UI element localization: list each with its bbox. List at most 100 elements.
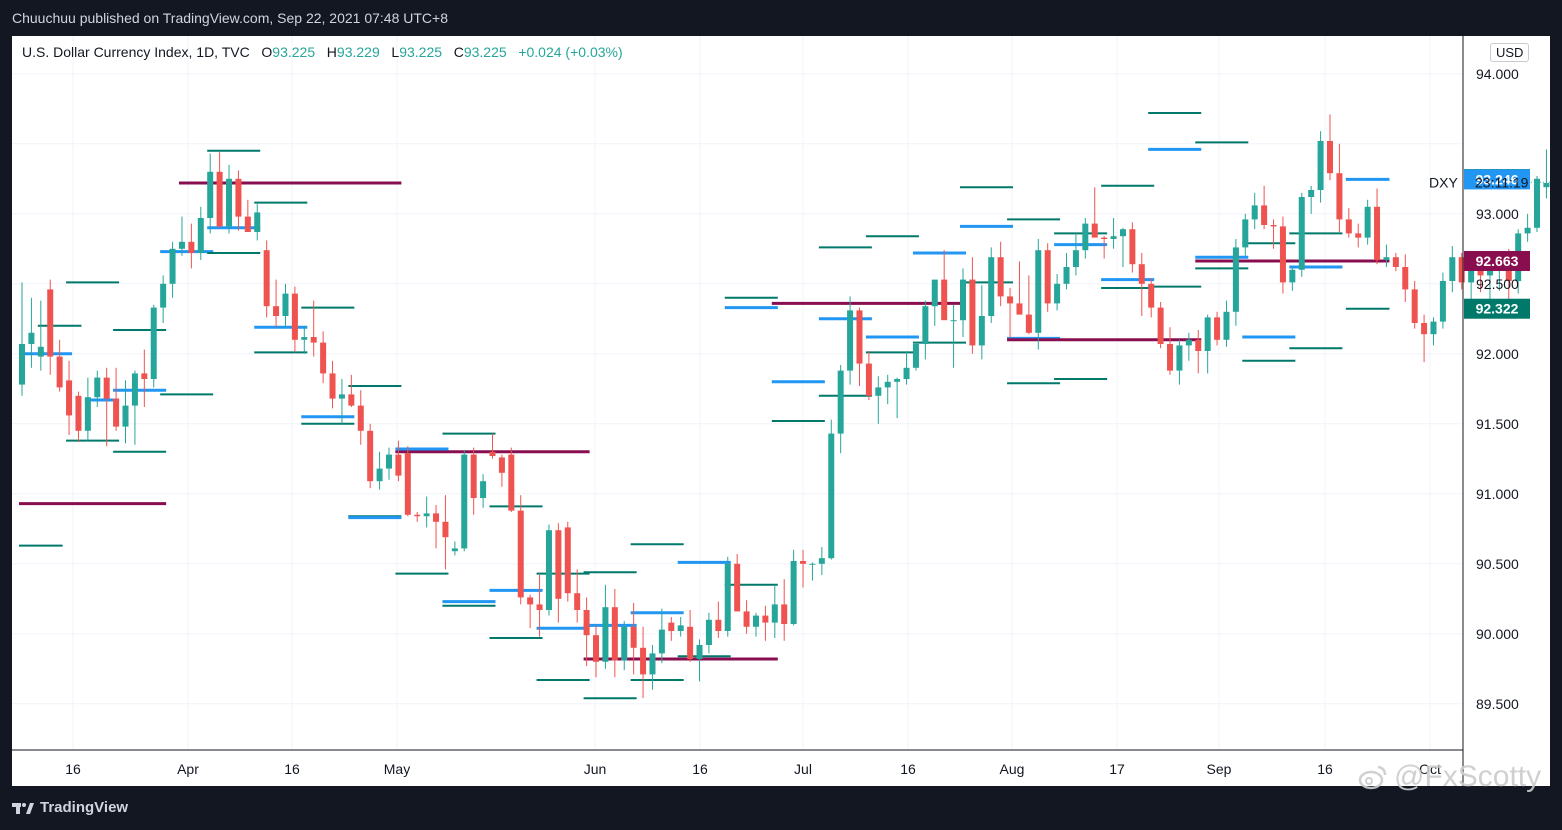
candle bbox=[1289, 267, 1296, 291]
candle-body bbox=[668, 622, 675, 631]
price-label-text: 92.663 bbox=[1476, 253, 1519, 269]
candle-body bbox=[1524, 227, 1531, 234]
price-label-text: 92.322 bbox=[1476, 301, 1519, 317]
candle bbox=[301, 325, 308, 354]
candle bbox=[1261, 185, 1268, 230]
candle-body bbox=[574, 593, 581, 610]
candle bbox=[818, 547, 825, 575]
candle bbox=[1063, 253, 1070, 290]
candle-body bbox=[56, 356, 63, 388]
change-value: +0.024 (+0.03%) bbox=[518, 44, 623, 60]
candle bbox=[997, 241, 1004, 307]
candle bbox=[621, 621, 628, 671]
y-tick-label: 92.000 bbox=[1476, 346, 1519, 362]
candle-body bbox=[1374, 206, 1381, 260]
candlestick-chart[interactable]: 89.500 90.000 90.500 91.000 91.500 92.000 92.5… bbox=[12, 36, 1550, 786]
price-label-bg bbox=[1464, 250, 1530, 271]
candle-body bbox=[1289, 269, 1296, 283]
watermark-text: @FxScotty bbox=[1394, 760, 1542, 793]
candle bbox=[941, 250, 948, 321]
candle-body bbox=[188, 241, 195, 253]
candle bbox=[1232, 239, 1239, 326]
candle-body bbox=[705, 619, 712, 645]
candle bbox=[1054, 274, 1061, 311]
candle-body bbox=[282, 293, 289, 316]
chart-panel[interactable]: 89.500 90.000 90.500 91.000 91.500 92.000 92.5… bbox=[12, 36, 1550, 786]
candle-body bbox=[1138, 264, 1145, 284]
candle bbox=[216, 152, 223, 228]
x-tick-label: Aug bbox=[1000, 761, 1025, 777]
y-tick-label: 90.000 bbox=[1476, 626, 1519, 642]
candle-body bbox=[291, 293, 298, 340]
candle-body bbox=[809, 563, 816, 565]
candle bbox=[385, 447, 392, 480]
candle-body bbox=[1025, 314, 1032, 333]
candle-body bbox=[480, 481, 487, 498]
candle bbox=[1082, 218, 1089, 259]
candle bbox=[1439, 272, 1446, 329]
candle-body bbox=[743, 611, 750, 627]
candle-body bbox=[1232, 247, 1239, 312]
candle-body bbox=[912, 344, 919, 368]
price-label-bg bbox=[1464, 169, 1530, 190]
candle-body bbox=[527, 597, 534, 605]
candle-body bbox=[978, 316, 985, 346]
candle bbox=[1326, 114, 1333, 181]
candle bbox=[800, 549, 807, 588]
candle-body bbox=[1326, 141, 1333, 174]
candle-body bbox=[66, 380, 73, 416]
candle bbox=[762, 605, 769, 641]
candle bbox=[367, 423, 374, 489]
candle-body bbox=[329, 373, 336, 399]
candle-body bbox=[207, 171, 214, 218]
weibo-icon bbox=[1358, 765, 1387, 790]
candle bbox=[1270, 219, 1277, 249]
candle-body bbox=[837, 370, 844, 434]
candle-body bbox=[169, 248, 176, 284]
candle bbox=[1138, 253, 1145, 316]
candle bbox=[687, 610, 694, 662]
candle bbox=[1364, 199, 1371, 245]
candle bbox=[461, 450, 468, 552]
tradingview-logo[interactable]: TradingView bbox=[12, 799, 128, 816]
candle bbox=[969, 257, 976, 354]
candle-body bbox=[348, 394, 355, 406]
candle bbox=[1308, 185, 1315, 214]
candle-body bbox=[1016, 303, 1023, 315]
candle bbox=[630, 603, 637, 675]
currency-button[interactable]: USD bbox=[1490, 43, 1530, 62]
candle-body bbox=[141, 373, 148, 379]
candle-body bbox=[498, 457, 505, 473]
candle-body bbox=[630, 626, 637, 648]
candle-body bbox=[649, 653, 656, 675]
candle bbox=[273, 279, 280, 328]
y-tick-label: 93.000 bbox=[1476, 206, 1519, 222]
candle bbox=[498, 454, 505, 487]
candle bbox=[1223, 300, 1230, 347]
candle bbox=[291, 286, 298, 353]
y-tick-label: 92.500 bbox=[1476, 276, 1519, 292]
candle-body bbox=[1383, 257, 1390, 260]
candle-body bbox=[715, 619, 722, 631]
candle bbox=[1374, 188, 1381, 265]
candle-body bbox=[1336, 173, 1343, 220]
candle-body bbox=[1185, 339, 1192, 346]
candle-body bbox=[1486, 269, 1493, 276]
candle-body bbox=[451, 548, 458, 552]
candle bbox=[743, 600, 750, 634]
candle bbox=[564, 521, 571, 602]
candle-body bbox=[922, 306, 929, 344]
candle-body bbox=[875, 387, 882, 396]
candle-body bbox=[950, 320, 957, 322]
high-label: H bbox=[326, 44, 337, 60]
candle bbox=[1119, 227, 1126, 267]
candle-body bbox=[395, 454, 402, 476]
candle-body bbox=[696, 645, 703, 659]
candle bbox=[1195, 330, 1202, 374]
candle-body bbox=[1534, 178, 1541, 228]
candle-body bbox=[414, 514, 421, 517]
symbol-name: U.S. Dollar Currency Index, 1D, TVC bbox=[22, 44, 250, 60]
candle bbox=[320, 331, 327, 384]
candle-body bbox=[1176, 345, 1183, 371]
